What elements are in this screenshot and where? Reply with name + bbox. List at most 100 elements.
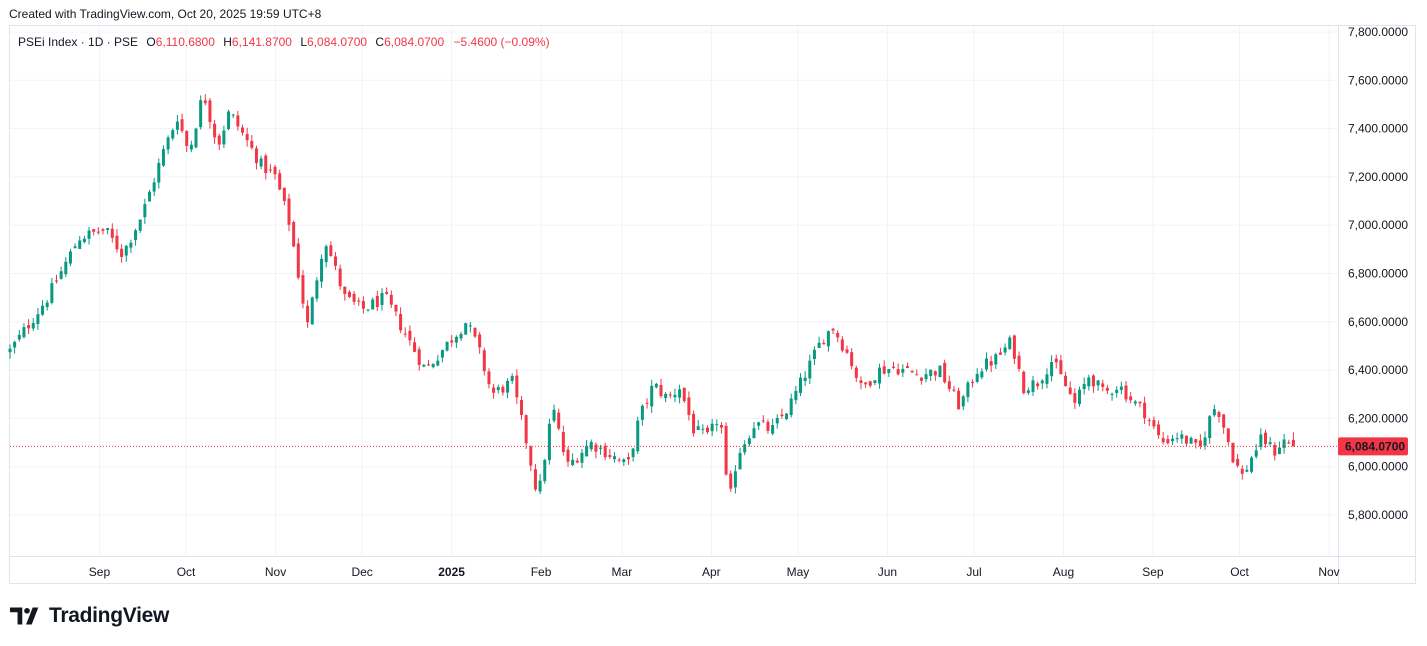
candle-body [329,245,333,256]
candle [180,113,184,134]
candle-body [324,246,328,263]
candle [1161,431,1165,445]
candle-body [1264,432,1267,445]
tradingview-brand[interactable]: TradingView [10,604,169,628]
candle-body [64,261,68,275]
candle [1064,371,1068,387]
candle [1157,420,1161,439]
candle-body [552,409,556,421]
candle [385,287,389,295]
candle-body [943,362,947,383]
candle-body [380,292,384,305]
candle-body [1171,438,1174,442]
price-axis: 5,800.0000 6,000.0000 6,200.0000 6,400.0000… [1348,25,1408,522]
candle-body [241,127,244,133]
candle-body [343,286,347,294]
x-tick-label: Dec [351,565,372,579]
candle-body [1180,434,1184,439]
candle [506,378,510,399]
candle-body [394,304,398,312]
candle [450,334,454,347]
candle-body [868,381,872,386]
candle [138,219,142,234]
candle-body [478,334,482,348]
candle-body [873,380,877,384]
candle [682,387,686,404]
candle-body [929,369,933,377]
candle-body [571,459,575,466]
candle-body [50,283,54,303]
candle [110,223,114,243]
candle [1096,379,1100,391]
candle [375,290,379,312]
candle [64,257,68,277]
candle [561,425,565,456]
candle-body [626,456,630,460]
candle-body [1073,393,1077,403]
candle-body [524,415,528,444]
candle [36,307,40,330]
y-tick-label: 6,800.0000 [1348,267,1408,281]
candle-body [715,424,719,426]
y-tick-label: 7,800.0000 [1348,25,1408,39]
candle [436,354,440,367]
candle [245,127,249,147]
candle [157,158,161,189]
candle-body [989,361,993,366]
candle [803,371,807,386]
candle [1143,396,1147,424]
candle-body [138,219,142,231]
candle [41,300,45,316]
candle [650,379,654,414]
legend-open-label: O [146,35,156,49]
candle-body [8,348,12,353]
candle [352,291,356,306]
candle [217,133,221,151]
candle-body [73,246,77,249]
time-axis: Sep Oct Nov Dec 2025 Feb Mar Apr May Jun Jul Aug Sep… [89,565,1340,579]
candle [1124,380,1128,403]
candle-body [264,155,268,174]
candle [1045,368,1049,389]
candle [241,124,244,136]
candle-body [589,441,593,450]
candle-body [664,393,668,399]
legend-symbol[interactable]: PSEi Index · 1D · PSE [18,35,139,49]
candle [1175,432,1179,443]
candle-body [905,366,909,369]
candle-body [659,384,663,397]
candles-layer [8,94,1295,495]
x-tick-label: May [787,565,810,579]
candle-body [1245,469,1249,472]
candle [329,241,333,257]
candle [222,125,226,148]
candle [547,418,551,465]
x-tick-label: Mar [612,565,633,579]
candle-body [817,342,821,348]
candle [124,245,128,262]
candle-body [1236,458,1240,466]
candle-body [803,377,807,382]
candle-body [31,323,35,329]
candle-body [1212,409,1216,416]
candle-body [1203,437,1207,446]
candle [1189,436,1193,444]
candle-body [189,144,193,150]
candle-body [710,423,714,432]
candle [73,243,77,249]
candle-body [585,445,589,457]
candle [580,448,584,469]
candle-body [301,275,305,304]
candle [901,364,905,378]
candle [543,458,547,484]
candle [715,419,719,432]
candle [794,385,798,405]
candle [59,266,63,280]
candle [1277,441,1281,455]
legend-high-label: H [223,35,232,49]
candle-body [1240,468,1244,474]
candle-body [840,339,844,351]
candle [1166,435,1170,445]
candle-body [719,424,723,428]
